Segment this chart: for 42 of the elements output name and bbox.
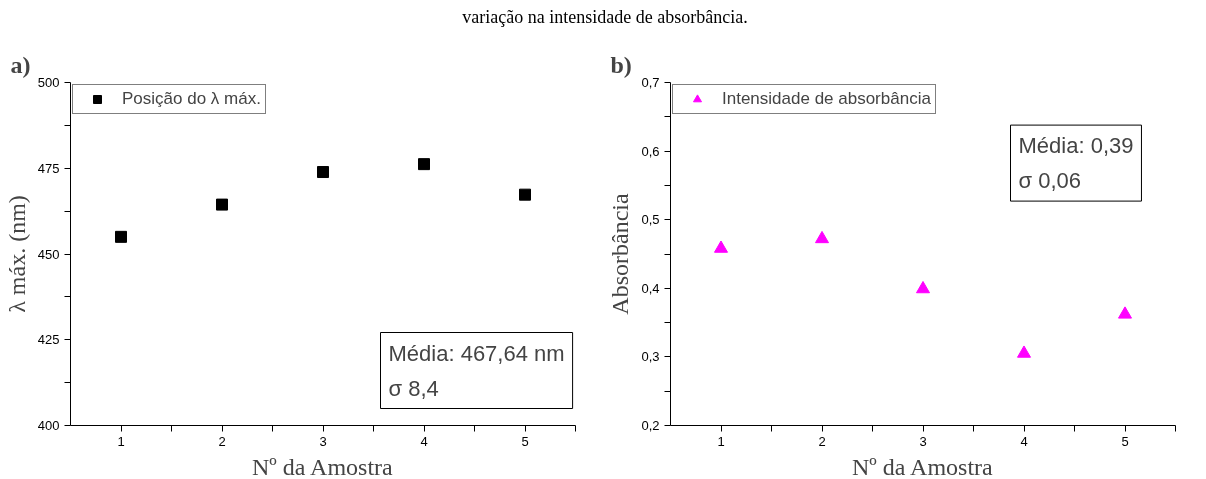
y-tick-label: 0,4 [641, 280, 660, 296]
point [815, 230, 829, 244]
y-axis-title: λ máx. (nm) [3, 195, 30, 313]
point [714, 240, 728, 253]
y-tick-label: 475 [37, 160, 60, 176]
annotation: Média: 0,39 σ 0,06 [1018, 133, 1134, 194]
x-tick-label: 3 [919, 433, 927, 449]
y-axis-title: Absorbância [607, 193, 634, 315]
point [519, 188, 531, 201]
y-tick-label: 500 [37, 75, 60, 90]
legend-label: Posição do λ máx. [122, 89, 261, 109]
x-tick-label: 4 [1020, 433, 1028, 449]
point [317, 166, 329, 179]
text: b) [610, 51, 632, 78]
y-tick-label: 0,3 [641, 349, 660, 365]
y-tick-label: 425 [37, 332, 60, 348]
annotation: Média: 467,64 nm σ 8,4 [388, 340, 565, 401]
x-tick-label: 5 [521, 433, 529, 449]
x-tick-label: 1 [717, 433, 725, 449]
point [916, 280, 930, 294]
text: a) [10, 51, 31, 78]
x-axis-title: Nº da Amostra [851, 453, 994, 479]
y-tick-label: 0,7 [641, 75, 660, 90]
x-tick-label: 2 [818, 433, 826, 449]
y-tick-label: 0,2 [641, 418, 660, 433]
chart-title: variação na intensidade de absorbância. [462, 6, 748, 29]
x-tick-label: 3 [319, 433, 327, 449]
point [1118, 306, 1132, 319]
x-tick-label: 4 [420, 433, 428, 449]
point [418, 158, 430, 171]
y-tick-label: 450 [37, 246, 60, 262]
x-tick-label: 5 [1121, 433, 1129, 449]
legend-label: Intensidade de absorbância [722, 89, 931, 109]
y-tick-label: 400 [37, 418, 60, 433]
point [115, 230, 127, 243]
x-tick-label: 2 [218, 433, 226, 449]
x-tick-label: 1 [117, 433, 125, 449]
y-tick-label: 0,6 [641, 143, 660, 159]
point [216, 198, 228, 211]
x-axis-title: Nº da Amostra [251, 453, 394, 479]
y-tick-label: 0,5 [641, 212, 660, 228]
point [1017, 345, 1031, 358]
